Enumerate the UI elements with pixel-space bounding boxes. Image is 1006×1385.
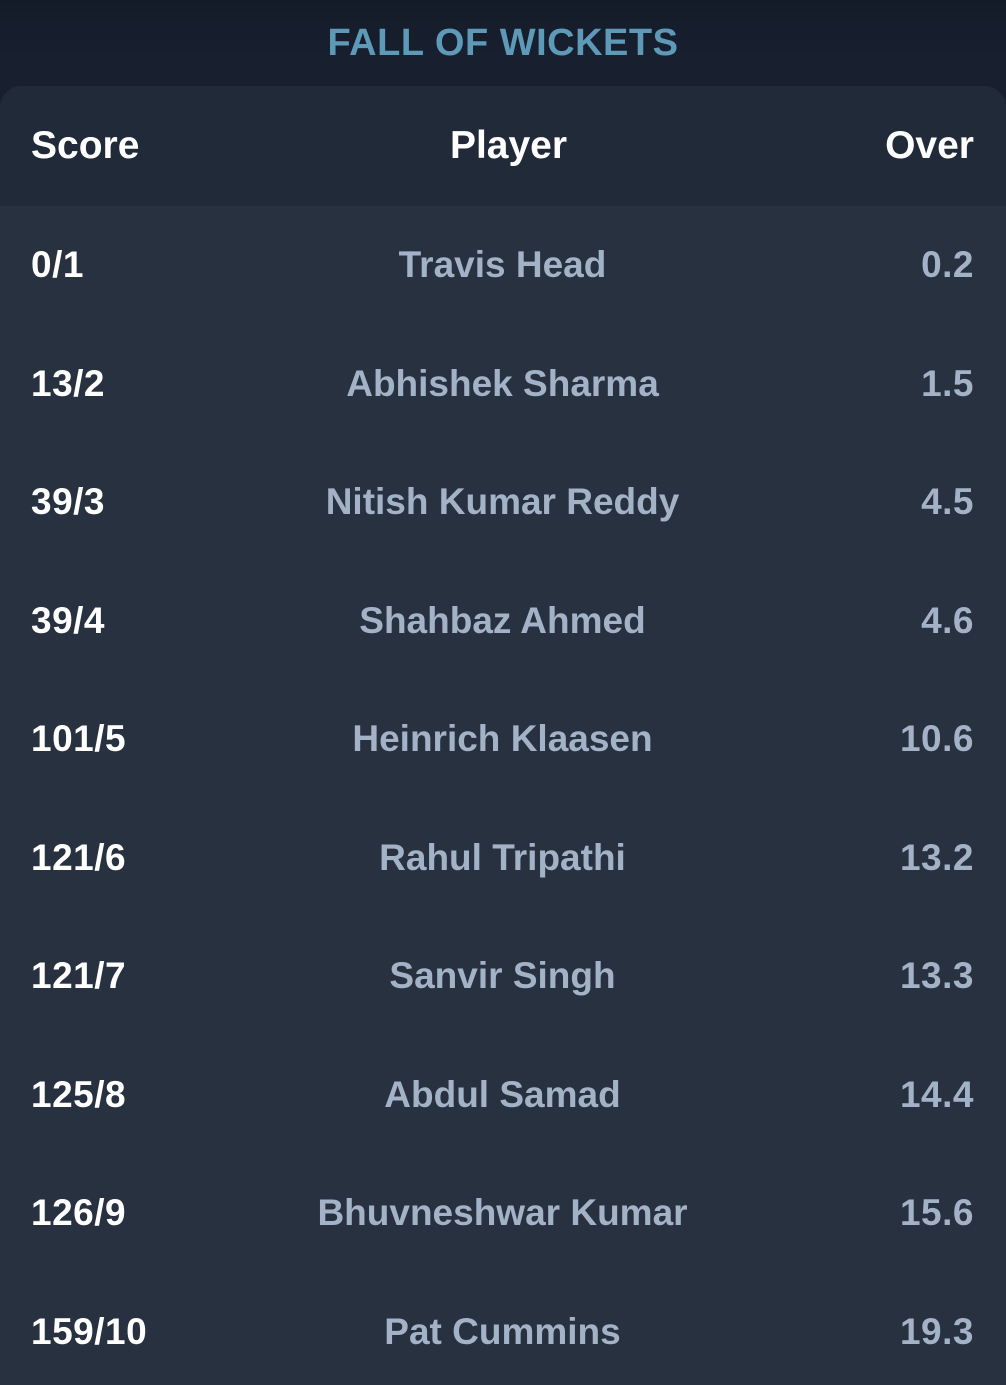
table-row: 39/4 Shahbaz Ahmed 4.6 [0,562,1006,681]
wicket-over: 1.5 [921,362,974,404]
table-row: 121/6 Rahul Tripathi 13.2 [0,799,1006,918]
table-row: 13/2 Abhishek Sharma 1.5 [0,325,1006,444]
player-name[interactable]: Pat Cummins [384,1310,621,1352]
wicket-score: 13/2 [31,362,106,404]
wicket-over: 19.3 [899,1310,974,1352]
wicket-score: 101/5 [31,718,127,760]
player-name[interactable]: Abhishek Sharma [346,362,659,404]
wicket-over: 4.5 [921,481,974,523]
wicket-score: 0/1 [31,244,84,286]
player-name[interactable]: Rahul Tripathi [379,836,626,878]
player-name[interactable]: Bhuvneshwar Kumar [317,1192,688,1234]
wicket-score: 121/6 [31,836,127,878]
header-player: Player [449,124,568,167]
table-header: Score Player Over [0,86,1006,206]
player-name[interactable]: Shahbaz Ahmed [359,599,646,641]
table-row: 0/1 Travis Head 0.2 [0,206,1006,325]
wicket-over: 10.6 [899,718,974,760]
wicket-over: 14.4 [899,1073,974,1115]
fall-of-wickets-table: Score Player Over 0/1 Travis Head 0.2 13… [0,86,1006,1385]
table-body: 0/1 Travis Head 0.2 13/2 Abhishek Sharma… [0,206,1006,1385]
player-name[interactable]: Sanvir Singh [389,955,616,997]
wicket-score: 39/4 [31,599,106,641]
header-over: Over [885,124,974,167]
table-row: 159/10 Pat Cummins 19.3 [0,1273,1006,1385]
wicket-over: 13.3 [899,955,974,997]
wicket-score: 125/8 [31,1073,127,1115]
table-row: 101/5 Heinrich Klaasen 10.6 [0,680,1006,799]
wicket-score: 159/10 [31,1310,148,1352]
table-row: 125/8 Abdul Samad 14.4 [0,1036,1006,1155]
wicket-score: 39/3 [31,481,106,523]
table-row: 39/3 Nitish Kumar Reddy 4.5 [0,443,1006,562]
player-name[interactable]: Heinrich Klaasen [352,718,653,760]
player-name[interactable]: Nitish Kumar Reddy [325,481,680,523]
wicket-over: 15.6 [899,1192,974,1234]
player-name[interactable]: Abdul Samad [384,1073,621,1115]
wicket-score: 121/7 [31,955,127,997]
section-title: FALL OF WICKETS [327,21,679,64]
wicket-over: 0.2 [921,244,974,286]
player-name[interactable]: Travis Head [398,244,607,286]
wicket-over: 13.2 [899,836,974,878]
wicket-score: 126/9 [31,1192,127,1234]
header-score: Score [31,124,140,167]
table-row: 126/9 Bhuvneshwar Kumar 15.6 [0,1154,1006,1273]
wicket-over: 4.6 [921,599,974,641]
table-row: 121/7 Sanvir Singh 13.3 [0,917,1006,1036]
